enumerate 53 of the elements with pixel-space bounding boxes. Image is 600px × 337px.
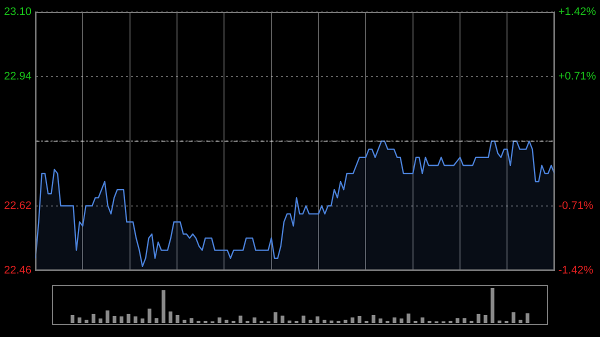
bar	[190, 318, 194, 323]
bar	[322, 320, 326, 323]
bar	[518, 320, 522, 323]
bar	[358, 316, 362, 323]
bar	[484, 314, 488, 323]
bar	[316, 316, 320, 323]
bar	[182, 320, 186, 323]
bar	[218, 317, 222, 323]
bar	[106, 310, 110, 323]
bar	[162, 290, 166, 323]
y-tick-label: 22.62	[4, 200, 32, 212]
bar	[344, 320, 348, 323]
y-tick-label: 22.46	[4, 264, 32, 276]
bar	[392, 317, 396, 323]
bar	[126, 314, 130, 323]
bar	[372, 314, 376, 323]
bar	[70, 314, 74, 323]
bar	[168, 311, 172, 323]
bar	[238, 316, 242, 323]
y2-tick-label: -0.71%	[558, 200, 594, 212]
bar	[406, 314, 410, 323]
bar	[400, 318, 404, 323]
bar	[308, 320, 312, 323]
y2-tick-label: +0.71%	[558, 70, 596, 83]
bar	[378, 318, 382, 323]
bar	[78, 317, 82, 323]
bar	[476, 314, 480, 323]
bar	[92, 314, 96, 323]
bar	[350, 317, 354, 323]
bar	[512, 312, 516, 323]
bar	[462, 318, 466, 323]
bar	[302, 316, 306, 323]
bar	[112, 316, 116, 323]
bar	[154, 318, 158, 323]
bar	[120, 316, 124, 323]
bar	[176, 314, 180, 323]
bar	[274, 312, 278, 323]
bar	[134, 316, 138, 323]
bar	[526, 313, 530, 323]
bar	[420, 317, 424, 323]
y2-tick-label: +1.42%	[558, 6, 596, 18]
y-tick-label: 23.10	[4, 6, 32, 18]
y2-tick-label: -1.42%	[558, 264, 594, 276]
y-tick-label: 22.94	[4, 70, 32, 83]
bar	[148, 308, 152, 323]
bar	[84, 320, 88, 323]
bar	[490, 288, 494, 323]
bar	[98, 318, 102, 323]
bar	[456, 318, 460, 323]
bar	[140, 318, 144, 323]
bar	[252, 317, 256, 323]
bar	[280, 316, 284, 323]
bar	[224, 320, 228, 323]
